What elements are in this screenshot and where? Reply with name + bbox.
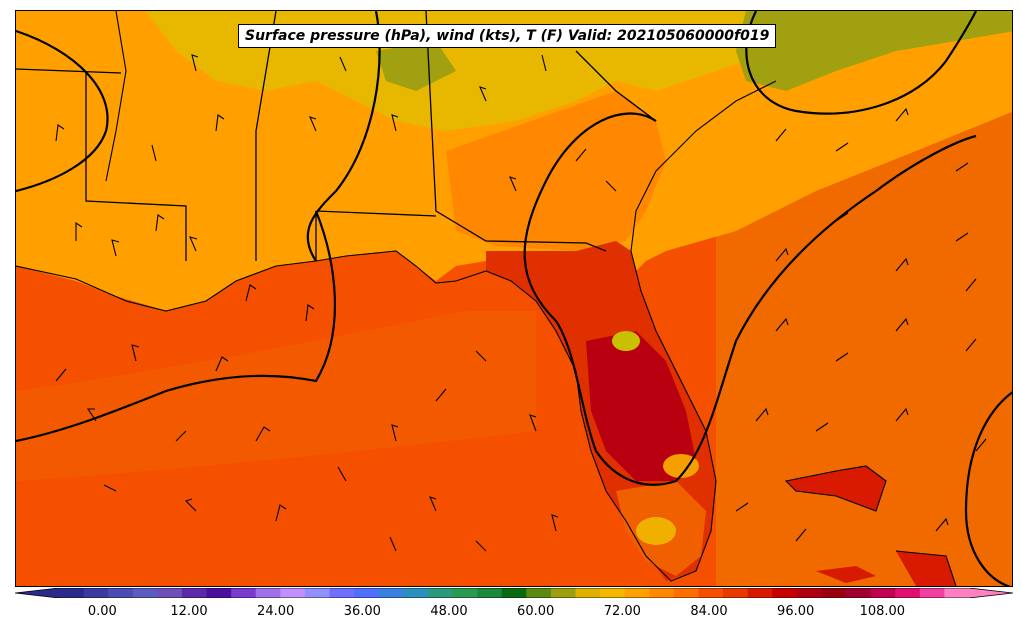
land-olive-patch: [736, 11, 1012, 91]
colorbar-segment: [83, 588, 109, 598]
wind-barbs: [55, 54, 987, 552]
colorbar-segment: [304, 588, 331, 598]
colorbar-segment: [895, 588, 921, 598]
map-title: Surface pressure (hPa), wind (kts), T (F…: [238, 24, 777, 48]
colorbar-segment: [550, 588, 577, 598]
colorbar-segment: [280, 588, 306, 598]
colorbar-segment: [181, 588, 208, 598]
colorbar-segment: [772, 588, 798, 598]
colorbar-segment: [378, 588, 404, 598]
colorbar-segment: [501, 588, 527, 598]
colorbar-segment: [231, 588, 257, 598]
colorbar-tick-label: 24.00: [257, 604, 295, 619]
colorbar-tick-labels: 0.00 12.00 24.00 36.00 48.00 60.00 72.00 84.00 9…: [0, 604, 1022, 624]
lake-okeechobee-warm: [663, 454, 699, 478]
colorbar-segment: [59, 588, 85, 598]
colorbar-segment: [821, 588, 847, 598]
colorbar-tick-label: 48.00: [430, 604, 468, 619]
colorbar-segment: [698, 588, 724, 598]
colorbar-tick-label: 72.00: [603, 604, 641, 619]
florida-core: [586, 331, 696, 481]
colorbar-tick-label: 84.00: [690, 604, 728, 619]
colorbar-segment: [403, 588, 429, 598]
coastlines: [16, 11, 957, 586]
colorbar-segment: [255, 588, 281, 598]
florida-cool-spot-2: [636, 517, 676, 545]
bahamas-islands: [816, 566, 876, 583]
colorbar-segment: [157, 588, 183, 598]
colorbar-segment: [427, 588, 454, 598]
land-georgia-warm: [446, 91, 666, 251]
colorbar-tick-label: 96.00: [777, 604, 815, 619]
colorbar-segment: [206, 588, 232, 598]
colorbar-segment: [600, 588, 626, 598]
colorbar-segment: [919, 588, 946, 598]
cuba: [786, 466, 886, 511]
land-olive-patch-2: [376, 41, 456, 91]
state-boundaries: [16, 11, 657, 261]
colorbar-segment: [747, 588, 773, 598]
florida-cool-spot: [612, 331, 640, 351]
colorbar-segment: [132, 588, 158, 598]
colorbar-segment: [477, 588, 503, 598]
colorbar-extend-max: [969, 588, 1013, 598]
colorbar-extend-min: [15, 588, 59, 598]
colorbar-segment: [870, 588, 896, 598]
colorbar-segment: [624, 588, 650, 598]
colorbar-segment: [329, 588, 355, 598]
colorbar-segment: [649, 588, 675, 598]
colorbar-segment: [723, 588, 749, 598]
weather-map: [16, 11, 1012, 586]
colorbar-segment: [796, 588, 823, 598]
isobars: [16, 11, 1012, 586]
colorbar-segment: [452, 588, 478, 598]
colorbar-segment: [526, 588, 552, 598]
ocean-warm-band: [16, 311, 536, 481]
island-south: [896, 551, 956, 586]
colorbar-tick-label: 12.00: [170, 604, 208, 619]
colorbar-tick-label: 36.00: [343, 604, 381, 619]
colorbar-tick-label: 108.00: [859, 604, 906, 619]
colorbar-segment: [846, 588, 872, 598]
colorbar-tick-label: 0.00: [87, 604, 117, 619]
colorbar-segment: [575, 588, 601, 598]
temperature-colorbar: [15, 588, 1013, 598]
map-panel: Surface pressure (hPa), wind (kts), T (F…: [15, 10, 1013, 587]
colorbar-segment: [354, 588, 380, 598]
colorbar-segment: [673, 588, 700, 598]
colorbar-segment: [108, 588, 134, 598]
colorbar-tick-label: 60.00: [517, 604, 555, 619]
colorbar-segment: [944, 588, 970, 598]
